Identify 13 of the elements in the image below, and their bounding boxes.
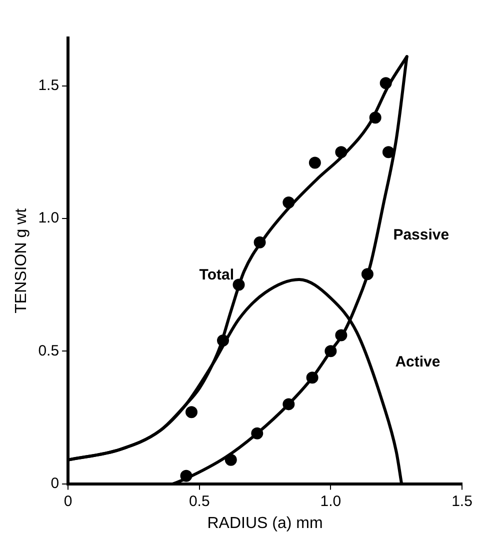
x-axis-title: RADIUS (a) mm: [207, 514, 323, 532]
y-tick-label: 1.0: [38, 210, 60, 227]
y-tick-label: 0.5: [38, 342, 60, 360]
x-tick-label: 1.5: [452, 492, 472, 510]
x-tick-label: 1.0: [320, 492, 342, 510]
x-tick-label: 0.5: [188, 492, 210, 510]
series-label: Active: [395, 353, 440, 370]
series-label: Passive: [393, 226, 450, 244]
series-label: Total: [199, 266, 234, 284]
x-tick-label: 0: [64, 492, 72, 510]
y-tick-label: 0: [50, 474, 60, 492]
y-axis-title: TENSION g wt: [13, 208, 30, 314]
y-tick-label: 1.5: [38, 76, 60, 94]
